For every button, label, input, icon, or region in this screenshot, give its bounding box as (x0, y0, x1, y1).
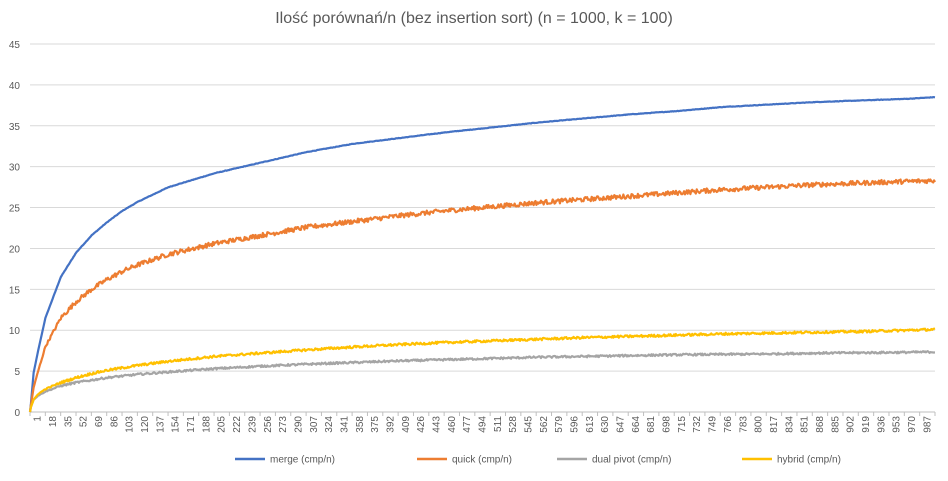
x-tick-label: 443 (431, 416, 442, 433)
x-tick-label: 409 (401, 416, 412, 433)
x-tick-label: 715 (677, 416, 688, 433)
legend-label: merge (cmp/n) (270, 455, 335, 466)
x-tick-label: 324 (324, 416, 335, 433)
x-tick-label: 137 (155, 416, 166, 433)
x-tick-label: 341 (339, 416, 350, 433)
x-tick-label: 222 (232, 416, 243, 433)
x-tick-label: 494 (478, 416, 489, 433)
x-tick-label: 86 (109, 416, 120, 428)
x-tick-label: 681 (646, 416, 657, 433)
x-tick-label: 953 (892, 416, 903, 433)
x-tick-label: 273 (278, 416, 289, 433)
x-tick-label: 154 (171, 416, 182, 433)
x-tick-label: 596 (570, 416, 581, 433)
x-tick-label: 834 (784, 416, 795, 433)
x-tick-label: 35 (63, 416, 74, 428)
x-tick-label: 800 (754, 416, 765, 433)
y-tick-label: 25 (9, 204, 21, 215)
x-tick-label: 545 (524, 416, 535, 433)
x-tick-label: 885 (830, 416, 841, 433)
x-tick-label: 477 (462, 416, 473, 433)
x-tick-label: 562 (539, 416, 550, 433)
y-tick-label: 15 (9, 285, 21, 296)
x-tick-label: 698 (662, 416, 673, 433)
y-tick-label: 45 (9, 40, 21, 51)
y-tick-label: 20 (9, 244, 21, 255)
x-tick-label: 579 (554, 416, 565, 433)
x-tick-label: 205 (217, 416, 228, 433)
x-tick-label: 120 (140, 416, 151, 433)
x-tick-label: 902 (846, 416, 857, 433)
x-tick-label: 239 (247, 416, 258, 433)
x-tick-label: 188 (201, 416, 212, 433)
x-tick-label: 851 (800, 416, 811, 433)
x-tick-label: 375 (370, 416, 381, 433)
chart-title: Ilość porównań/n (bez insertion sort) (n… (275, 10, 673, 27)
x-tick-label: 868 (815, 416, 826, 433)
series-line-2 (28, 350, 936, 413)
x-tick-label: 613 (585, 416, 596, 433)
x-tick-label: 511 (493, 416, 504, 432)
x-tick-label: 664 (631, 416, 642, 433)
x-tick-label: 392 (385, 416, 396, 433)
x-tick-label: 987 (922, 416, 933, 433)
x-tick-label: 970 (907, 416, 918, 433)
x-tick-label: 1 (33, 416, 44, 422)
x-tick-label: 103 (125, 416, 136, 433)
x-tick-label: 358 (355, 416, 366, 433)
y-tick-label: 35 (9, 122, 21, 133)
y-tick-label: 0 (14, 408, 20, 419)
x-tick-label: 919 (861, 416, 872, 433)
x-tick-label: 290 (293, 416, 304, 433)
x-tick-label: 52 (79, 416, 90, 428)
x-tick-label: 460 (447, 416, 458, 433)
x-axis: 1 18 35 52 69 86 103 120 137 154 171 188 205 222 239 25… (29, 411, 936, 433)
x-tick-label: 426 (416, 416, 427, 433)
x-tick-label: 732 (692, 416, 703, 433)
legend-label: hybrid (cmp/n) (777, 455, 841, 466)
x-tick-label: 783 (738, 416, 749, 433)
series-line-0 (28, 95, 936, 413)
legend-label: dual pivot (cmp/n) (592, 455, 671, 466)
y-tick-label: 5 (14, 367, 20, 378)
series-lines (28, 95, 936, 413)
x-tick-label: 18 (48, 416, 59, 428)
y-axis-tick-labels: 0 5 10 15 20 25 30 35 40 45 (9, 40, 21, 419)
x-tick-label: 171 (186, 416, 197, 433)
x-tick-label: 766 (723, 416, 734, 433)
x-tick-label: 630 (600, 416, 611, 433)
x-tick-label: 647 (616, 416, 627, 433)
x-tick-label: 749 (708, 416, 719, 433)
x-tick-label: 69 (94, 416, 105, 428)
series-line-1 (28, 178, 936, 413)
series-line-3 (28, 327, 936, 413)
x-tick-label: 817 (769, 416, 780, 433)
x-tick-label: 528 (508, 416, 519, 433)
y-tick-label: 40 (9, 81, 21, 92)
y-tick-label: 30 (9, 163, 21, 174)
x-tick-label: 936 (876, 416, 887, 433)
x-tick-label: 256 (263, 416, 274, 433)
legend: merge (cmp/n) quick (cmp/n) dual pivot (cm… (235, 455, 841, 466)
x-tick-label: 307 (309, 416, 320, 433)
legend-label: quick (cmp/n) (452, 455, 512, 466)
y-tick-label: 10 (9, 326, 21, 337)
